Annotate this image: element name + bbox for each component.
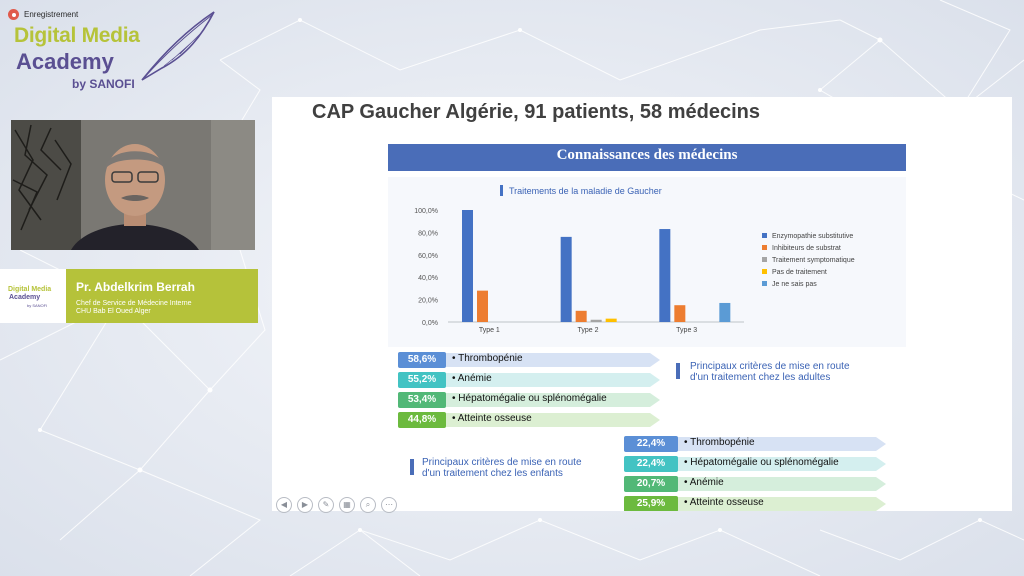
adults-note-line-2: d'un traitement chez les adultes: [690, 372, 831, 383]
speaker-name: Pr. Abdelkrim Berrah: [76, 280, 195, 294]
criterion-label: Anémie: [684, 477, 724, 488]
legend-entry: Pas de traitement: [772, 269, 827, 276]
speaker-video-frame: [11, 120, 255, 250]
bar-type2-series-1: [575, 310, 587, 322]
chart-canvas: 100,0% 80,0% 60,0% 40,0% 20,0% 0,0% Type 1 Type…: [414, 185, 855, 334]
criterion-label: Atteinte osseuse: [684, 497, 764, 508]
x-tick-label: Type 1: [479, 327, 500, 334]
card-logo-line-3: by SANOFI: [27, 303, 48, 308]
children-note-line-2: d'un traitement chez les enfants: [422, 468, 563, 479]
x-tick-label: Type 3: [676, 327, 697, 334]
zoom-icon[interactable]: ⌕: [360, 497, 376, 513]
bar-type3-series-1: [674, 305, 686, 322]
bar-type3-series-0: [659, 229, 671, 322]
bar-type1-series-1: [477, 290, 488, 322]
prev-slide-icon[interactable]: ◀: [276, 497, 292, 513]
adults-note-marker: [676, 363, 680, 379]
children-note-marker: [410, 459, 414, 475]
bar-type1-series-0: [462, 210, 473, 322]
criterion-row: 22,4% Hépatomégalie ou splénomégalie: [624, 455, 886, 473]
slide-banner: Connaissances des médecins: [388, 144, 906, 171]
recording-indicator: Enregistrement: [8, 9, 78, 20]
slideshow-controls: ◀ ▶ ✎ ▦ ⌕ ⋯: [276, 497, 397, 513]
bar-type2-series-3: [605, 318, 617, 322]
legend-entry: Je ne sais pas: [772, 281, 817, 288]
criterion-row: 25,9% Atteinte osseuse: [624, 495, 886, 511]
y-tick-label: 40,0%: [418, 275, 438, 282]
presentation-slide: CAP Gaucher Algérie, 91 patients, 58 méd…: [272, 97, 1012, 511]
speaker-webcam: [11, 120, 255, 250]
pen-icon[interactable]: ✎: [318, 497, 334, 513]
logo-line-1: Digital Media: [14, 24, 140, 47]
legend-swatch: [762, 281, 767, 286]
card-logo-line-1: Digital Media: [8, 286, 52, 293]
slides-grid-icon[interactable]: ▦: [339, 497, 355, 513]
y-tick-label: 0,0%: [422, 320, 438, 327]
legend-entry: Inhibiteurs de substrat: [772, 245, 841, 252]
y-tick-label: 20,0%: [418, 298, 438, 305]
legend-entry: Traitement symptomatique: [772, 257, 855, 264]
criterion-percent: 25,9%: [624, 496, 678, 511]
criterion-row: 22,4% Thrombopénie: [624, 435, 886, 453]
criterion-label: Atteinte osseuse: [452, 413, 532, 424]
y-tick-label: 60,0%: [418, 253, 438, 260]
logo-line-2: Academy: [16, 49, 114, 74]
speaker-role: Chef de Service de Médecine Interne: [76, 300, 192, 307]
record-icon: [8, 9, 19, 20]
card-logo-line-2: Academy: [9, 294, 41, 301]
chart-title-marker: [500, 185, 503, 196]
x-tick-label: Type 2: [577, 327, 598, 334]
criterion-label: Anémie: [452, 373, 492, 384]
criterion-row: 53,4% Hépatomégalie ou splénomégalie: [398, 391, 660, 409]
criterion-percent: 22,4%: [624, 436, 678, 452]
bar-type3-series-4: [719, 302, 731, 322]
y-tick-label: 80,0%: [418, 230, 438, 237]
criterion-row: 44,8% Atteinte osseuse: [398, 411, 660, 429]
criterion-row: 20,7% Anémie: [624, 475, 886, 493]
criterion-row: 58,6% Thrombopénie: [398, 351, 660, 369]
criterion-percent: 44,8%: [398, 412, 446, 428]
speaker-place: CHU Bab El Oued Alger: [76, 308, 151, 315]
digital-media-academy-logo: Digital Media Academy by SANOFI: [14, 11, 215, 104]
speaker-card-logo: Digital Media Academy by SANOFI: [0, 269, 66, 323]
treatment-bar-chart: 100,0% 80,0% 60,0% 40,0% 20,0% 0,0% Type 1 Type…: [388, 177, 906, 347]
adults-note: Principaux critères de mise en route d'u…: [690, 361, 850, 383]
criterion-label: Thrombopénie: [684, 437, 754, 448]
slide-title: CAP Gaucher Algérie, 91 patients, 58 méd…: [312, 101, 760, 123]
legend-swatch: [762, 233, 767, 238]
criterion-row: 55,2% Anémie: [398, 371, 660, 389]
chart-title: Traitements de la maladie de Gaucher: [509, 186, 662, 196]
bar-type2-series-2: [590, 319, 602, 322]
legend-swatch: [762, 245, 767, 250]
criterion-percent: 53,4%: [398, 392, 446, 408]
adults-note-line-1: Principaux critères de mise en route: [690, 361, 850, 372]
bar-type2-series-0: [560, 236, 572, 322]
criterion-percent: 20,7%: [624, 476, 678, 492]
criterion-label: Thrombopénie: [452, 353, 522, 364]
next-slide-icon[interactable]: ▶: [297, 497, 313, 513]
logo-line-3: by SANOFI: [72, 77, 135, 91]
more-icon[interactable]: ⋯: [381, 497, 397, 513]
recording-label: Enregistrement: [24, 10, 79, 19]
criterion-percent: 55,2%: [398, 372, 446, 388]
speaker-card: Digital Media Academy by SANOFI Pr. Abde…: [0, 269, 258, 323]
criterion-percent: 22,4%: [624, 456, 678, 472]
criterion-percent: 58,6%: [398, 352, 446, 368]
criterion-label: Hépatomégalie ou splénomégalie: [684, 457, 838, 468]
children-note: Principaux critères de mise en route d'u…: [422, 457, 582, 479]
legend-swatch: [762, 269, 767, 274]
legend-swatch: [762, 257, 767, 262]
y-tick-label: 100,0%: [414, 208, 438, 215]
children-note-line-1: Principaux critères de mise en route: [422, 457, 582, 468]
legend-entry: Enzymopathie substitutive: [772, 233, 853, 240]
feather-icon: [141, 11, 215, 81]
criterion-label: Hépatomégalie ou splénomégalie: [452, 393, 606, 404]
